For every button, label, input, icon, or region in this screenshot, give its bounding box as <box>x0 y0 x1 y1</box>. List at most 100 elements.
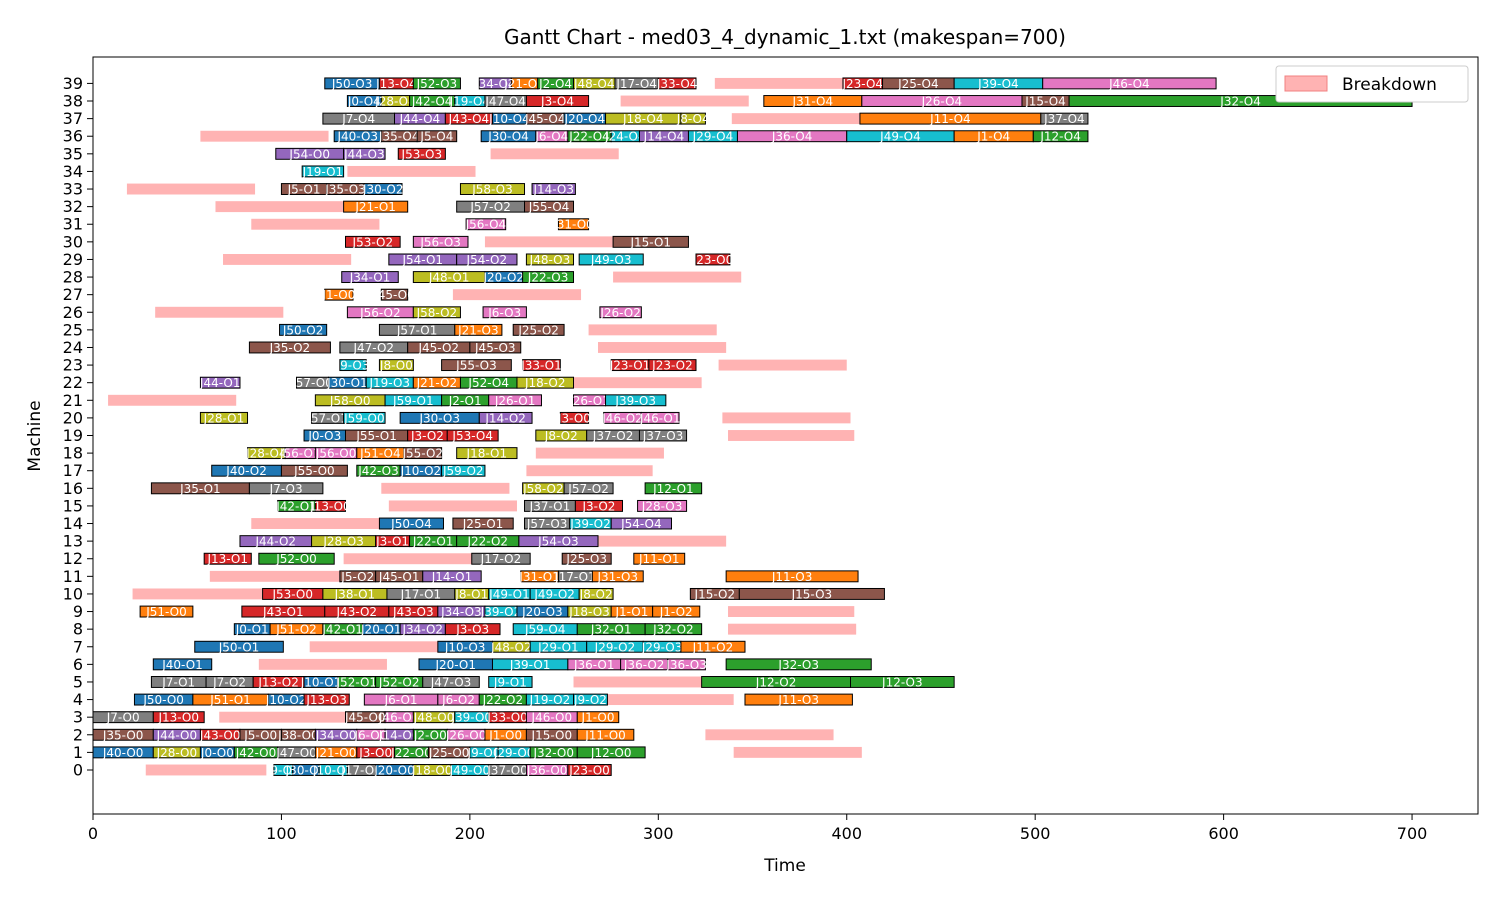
breakdown-bar <box>388 500 517 512</box>
task-label: J28-O0 <box>156 746 198 760</box>
task-bar: J21-O0 <box>315 746 358 760</box>
task-bar: J45-O4 <box>524 112 566 126</box>
task-rect <box>478 411 533 424</box>
task-label: J29-O2 <box>594 640 636 654</box>
task-bar: J7-O2 <box>205 675 254 689</box>
task-bar: J13-O0 <box>309 499 351 513</box>
task-bar: J9-O3 <box>336 359 370 373</box>
task-label: J20-O4 <box>564 112 606 126</box>
task-rect <box>518 535 599 548</box>
task-bar: J37-O2 <box>586 429 640 443</box>
breakdown-bar <box>223 253 352 265</box>
task-bar: J37-O3 <box>638 429 688 443</box>
breakdown-bar <box>535 447 664 459</box>
task-bar: J11-O2 <box>680 640 746 654</box>
task-label: J28-O4 <box>374 95 416 109</box>
task-label: J15-O3 <box>791 587 833 601</box>
task-rect <box>203 552 252 565</box>
task-rect <box>397 147 446 160</box>
task-bar: J14-O4 <box>638 130 689 144</box>
task-label: J18-O0 <box>411 763 453 777</box>
task-label: J43-O1 <box>262 605 304 619</box>
task-label: J26-O1 <box>494 394 536 408</box>
task-bar: J8-O0 <box>379 359 414 373</box>
task-bar: J56-O4 <box>465 218 507 232</box>
task-label: J13-O4 <box>375 77 417 91</box>
task-label: J57-O3 <box>526 517 568 531</box>
task-bar: J45-O3 <box>469 341 522 355</box>
task-label: J13-O3 <box>305 693 347 707</box>
task-rect <box>454 323 503 336</box>
task-bar: J53-O4 <box>446 429 499 443</box>
task-bar: J30-O2 <box>362 183 404 197</box>
task-bar: J59-O4 <box>512 623 578 637</box>
breakdown-bar <box>718 359 847 371</box>
task-label: J51-O4 <box>359 447 401 461</box>
task-rect <box>380 288 409 301</box>
breakdown-bar <box>209 570 340 582</box>
task-label: J14-O3 <box>532 183 574 197</box>
task-label: J6-O0 <box>353 728 387 742</box>
task-rect <box>559 411 590 424</box>
task-rect <box>567 764 612 776</box>
task-rect <box>465 218 507 231</box>
task-label: J37-O4 <box>1043 112 1085 126</box>
task-bar: J54-O0 <box>275 147 345 161</box>
task-bar: J39-O2 <box>480 605 522 619</box>
task-label: J10-O4 <box>488 112 530 126</box>
task-label: J39-O2 <box>569 517 611 531</box>
task-bar: J55-O0 <box>280 464 348 478</box>
x-tick-label: 100 <box>266 824 297 843</box>
task-label: J55-O0 <box>293 464 335 478</box>
task-label: J38-O1 <box>334 587 376 601</box>
task-label: J36-O3 <box>665 658 707 672</box>
task-label: J13-O0 <box>309 499 351 513</box>
breakdown-bar <box>605 694 734 706</box>
task-bar: J3-O2 <box>407 429 448 443</box>
task-bar: J37-O4 <box>1040 112 1089 126</box>
task-label: J20-O1 <box>434 658 476 672</box>
task-rect <box>744 693 853 706</box>
task-bar: J23-O1 <box>609 359 651 373</box>
task-label: J3-O1 <box>375 535 409 549</box>
task-bar: J50-O2 <box>279 323 328 337</box>
y-tick-label: 5 <box>73 672 83 691</box>
task-label: J21-O1 <box>354 200 396 214</box>
task-bar: J57-O2 <box>563 482 614 496</box>
task-rect <box>738 587 885 600</box>
breakdown-bar <box>731 113 860 125</box>
breakdown-bar <box>728 606 855 618</box>
task-bar: J31-O1 <box>518 570 560 584</box>
task-label: J57-O0 <box>291 376 333 390</box>
x-axis: 0 100 200 300 400 500 600 700 <box>88 814 1427 843</box>
task-label: J55-O3 <box>455 359 497 373</box>
breakdown-bar <box>598 342 727 353</box>
task-bar: J39-O4 <box>953 77 1044 91</box>
y-tick-label: 22 <box>63 373 83 392</box>
task-label: J30-O0 <box>285 763 327 777</box>
task-bar: J56-O1 <box>279 447 321 461</box>
task-label: J28-O4 <box>245 447 287 461</box>
task-label: J53-O4 <box>451 429 493 443</box>
y-tick-label: 23 <box>63 356 83 375</box>
breakdown-bar <box>714 77 843 89</box>
task-label: J3-O2 <box>581 499 615 513</box>
task-rect <box>557 218 590 231</box>
task-label: J12-O2 <box>755 675 797 689</box>
task-bar: J54-O4 <box>610 517 672 531</box>
task-label: J56-O4 <box>465 218 507 232</box>
task-bar: J12-O2 <box>701 675 852 689</box>
y-tick-label: 15 <box>63 496 83 515</box>
x-tick-label: 200 <box>455 824 486 843</box>
breakdown-bar <box>145 764 267 776</box>
task-label: J26-O0 <box>445 728 487 742</box>
task-label: J8-O0 <box>379 359 413 373</box>
task-label: J7-O1 <box>161 675 195 689</box>
task-bar: J55-O1 <box>345 429 409 443</box>
task-label: J8-O2 <box>544 429 578 443</box>
task-rect <box>343 411 386 424</box>
task-label: J59-O2 <box>442 464 484 478</box>
task-label: J22-O2 <box>466 535 508 549</box>
task-bar: J51-O4 <box>356 447 405 461</box>
task-label: J11-O3 <box>771 570 813 584</box>
